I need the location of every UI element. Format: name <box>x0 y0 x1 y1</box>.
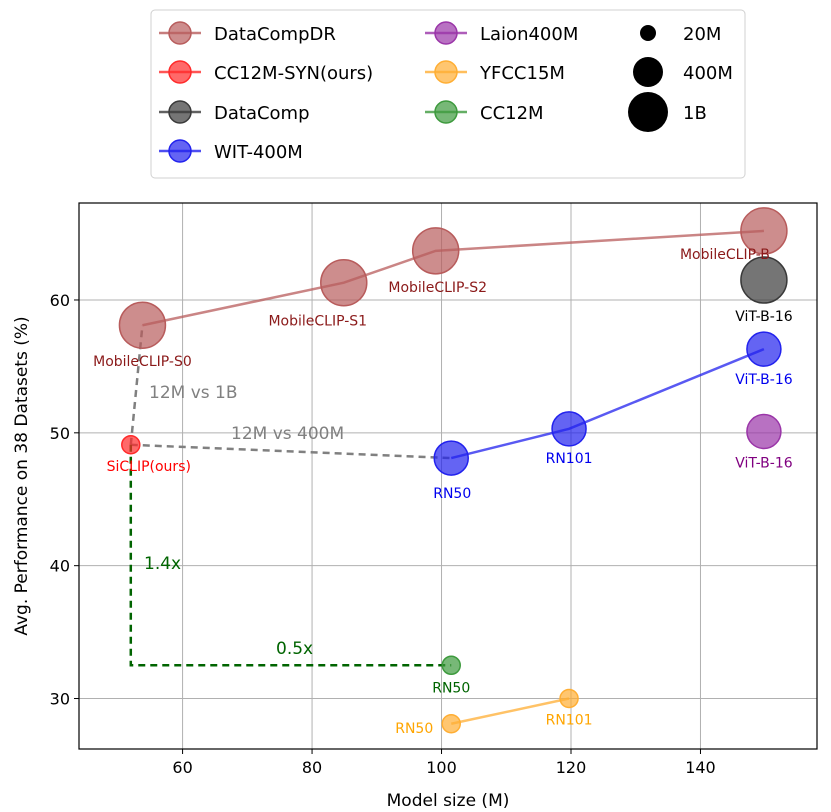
x-tick-label: 120 <box>556 758 587 777</box>
size-legend-label: 20M <box>683 24 721 45</box>
data-point <box>746 413 782 450</box>
data-point <box>441 714 461 734</box>
x-axis-label: Model size (M) <box>387 791 510 811</box>
legend-label: DataCompDR <box>214 24 336 45</box>
y-tick-label: 40 <box>50 557 70 576</box>
data-point <box>118 301 167 349</box>
point-label: MobileCLIP-S2 <box>388 280 487 296</box>
legend-marker <box>168 100 192 124</box>
legend-label: YFCC15M <box>479 63 565 84</box>
size-legend-label: 1B <box>683 103 707 124</box>
data-point <box>411 227 460 275</box>
point-label: RN50 <box>395 721 433 737</box>
point-label: SiCLIP(ours) <box>107 459 191 475</box>
size-legend-label: 400M <box>683 63 733 84</box>
axis-ticks: 60 80 100 120 140 30 40 50 60 <box>50 291 716 777</box>
y-tick-label: 30 <box>50 690 70 709</box>
data-point <box>551 411 587 447</box>
legend-marker <box>168 60 192 84</box>
point-label: MobileCLIP-B <box>680 247 770 263</box>
point-label: RN101 <box>546 713 593 729</box>
grid <box>79 203 817 749</box>
legend-marker <box>434 100 458 124</box>
point-label: RN101 <box>546 451 593 467</box>
point-label: RN50 <box>433 486 471 502</box>
legend-marker <box>434 21 458 45</box>
legend-marker <box>434 60 458 84</box>
point-label: ViT-B-16 <box>735 309 793 325</box>
point-label: ViT-B-16 <box>735 372 793 388</box>
point-label: RN50 <box>432 680 470 696</box>
markers <box>118 207 788 734</box>
guide-cc12m-comparison <box>129 444 452 667</box>
annotation: 1.4x <box>144 554 181 574</box>
point-label: MobileCLIP-S0 <box>93 354 192 370</box>
size-legend-marker <box>640 25 656 41</box>
legend-label: CC12M <box>480 103 544 124</box>
point-label: ViT-B-16 <box>735 455 793 471</box>
annotation: 12M vs 400M <box>231 424 344 444</box>
x-tick-label: 140 <box>685 758 716 777</box>
legend-label: CC12M-SYN(ours) <box>214 63 373 84</box>
legend-label: WIT-400M <box>214 142 303 163</box>
guide-12m-vs-400m <box>130 443 452 460</box>
annotations: 12M vs 1B 12M vs 400M 1.4x 0.5x <box>144 383 344 659</box>
x-tick-label: 80 <box>302 758 322 777</box>
legend-label: Laion400M <box>480 24 578 45</box>
series-line <box>450 347 765 460</box>
y-tick-label: 50 <box>50 424 70 443</box>
x-tick-label: 100 <box>426 758 457 777</box>
size-legend-marker <box>628 92 668 132</box>
legend-marker <box>168 139 192 163</box>
series-line <box>142 229 764 327</box>
data-point <box>121 435 141 455</box>
series-lines <box>142 229 765 725</box>
legend: DataCompDR CC12M-SYN(ours) DataComp WIT-400… <box>150 9 746 179</box>
data-point <box>746 331 782 367</box>
annotation: 0.5x <box>276 639 313 659</box>
point-label: MobileCLIP-S1 <box>268 314 367 330</box>
y-tick-label: 60 <box>50 291 70 310</box>
guide-lines <box>129 325 452 667</box>
legend-box <box>150 9 746 179</box>
plot-frame <box>78 202 818 750</box>
legend-label: DataComp <box>214 103 310 124</box>
legend-marker <box>168 21 192 45</box>
y-axis-label: Avg. Performance on 38 Datasets (%) <box>12 316 32 635</box>
series-line <box>450 697 570 725</box>
point-labels: MobileCLIP-S0 MobileCLIP-S1 MobileCLIP-S2 M… <box>93 247 793 737</box>
x-tick-label: 60 <box>172 758 192 777</box>
annotation: 12M vs 1B <box>149 383 238 403</box>
data-point <box>559 688 579 709</box>
data-point <box>740 256 788 304</box>
data-point <box>320 258 368 307</box>
data-point <box>740 207 788 255</box>
data-point <box>433 440 469 476</box>
size-legend-marker <box>633 57 663 87</box>
data-point <box>441 655 461 676</box>
